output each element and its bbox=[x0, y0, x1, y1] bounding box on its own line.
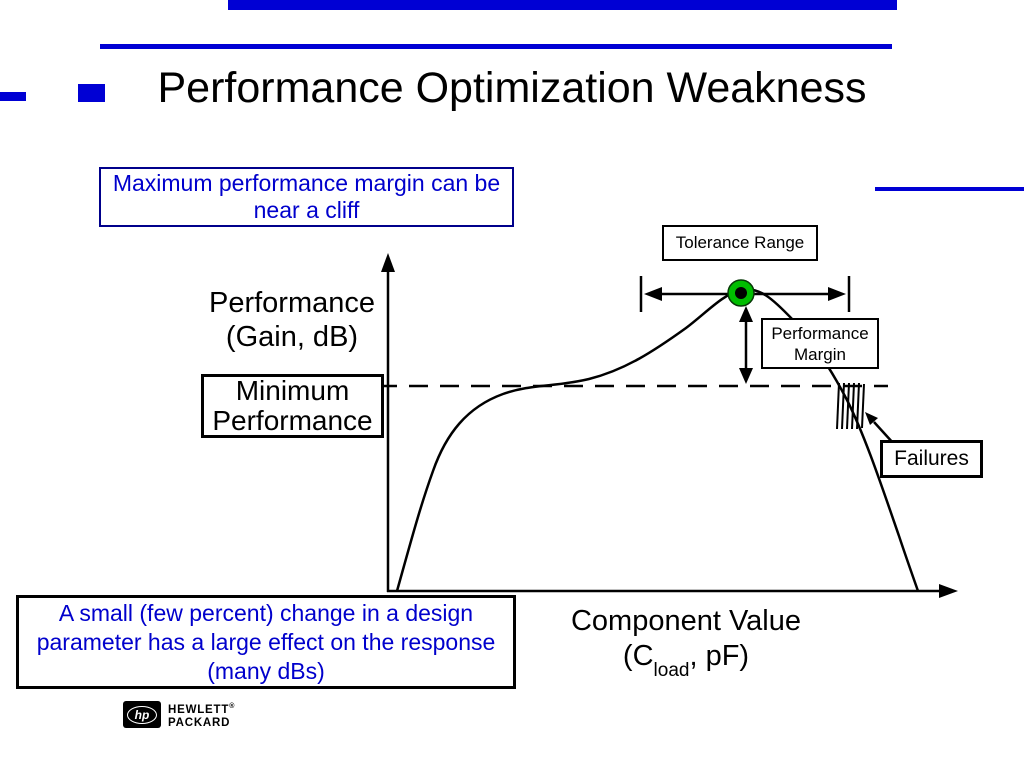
right-accent-line bbox=[875, 187, 1024, 191]
hp-name-packard: PACKARD bbox=[168, 716, 231, 729]
y-axis-label: Performance (Gain, dB) bbox=[198, 286, 386, 354]
design-sensitivity-callout: A small (few percent) change in a design… bbox=[16, 595, 516, 689]
callout-line: (many dBs) bbox=[207, 657, 325, 684]
performance-curve bbox=[395, 288, 920, 592]
margin-arrowhead-bottom bbox=[739, 368, 753, 384]
x-axis-arrowhead bbox=[939, 584, 958, 598]
y-axis-label-line2: (Gain, dB) bbox=[225, 321, 359, 353]
tolerance-arrowhead-left bbox=[644, 287, 662, 301]
x-axis-label: Component Value (Cload, pF) bbox=[550, 604, 822, 684]
callout-line: near a cliff bbox=[253, 197, 360, 223]
performance-margin-line1: Performance bbox=[771, 323, 869, 343]
registered-trademark-mark: ® bbox=[229, 703, 235, 710]
optimum-point-inner bbox=[735, 287, 747, 299]
hp-name-line1: HEWLETT® bbox=[168, 700, 234, 717]
slide-title: Performance Optimization Weakness bbox=[157, 64, 867, 112]
failures-label: Failures bbox=[894, 447, 969, 470]
tolerance-range-label: Tolerance Range bbox=[675, 233, 805, 252]
left-accent-dash bbox=[0, 92, 26, 101]
callout-line: A small (few percent) change in a design bbox=[58, 599, 474, 626]
performance-margin-arrow bbox=[739, 306, 753, 384]
y-axis-arrowhead bbox=[381, 253, 395, 272]
tolerance-arrowhead-right bbox=[828, 287, 846, 301]
hp-logo-icon: hp bbox=[123, 701, 161, 729]
callout-line: Maximum performance margin can be bbox=[112, 170, 501, 196]
hp-name-hewlett: HEWLETT bbox=[168, 703, 230, 716]
margin-arrowhead-top bbox=[739, 306, 753, 322]
top-accent-bar bbox=[228, 0, 897, 10]
left-accent-square bbox=[78, 84, 105, 102]
minimum-performance-line2: Performance bbox=[212, 405, 373, 436]
hp-logo-letters: hp bbox=[134, 707, 150, 722]
x-axis-label-line1: Component Value bbox=[570, 605, 801, 637]
x-axis-label-pre: (C bbox=[622, 640, 654, 672]
performance-margin-box: Performance Margin bbox=[761, 318, 879, 369]
max-margin-callout: Maximum performance margin can be near a… bbox=[99, 167, 514, 227]
minimum-performance-box: Minimum Performance bbox=[201, 374, 384, 438]
failures-arrowhead bbox=[865, 412, 878, 425]
hp-logo-oval: hp bbox=[127, 705, 157, 724]
callout-line: parameter has a large effect on the resp… bbox=[36, 628, 496, 655]
x-axis-label-line2: (Cload, pF) bbox=[550, 639, 822, 684]
minimum-performance-line1: Minimum bbox=[235, 375, 350, 406]
failures-box: Failures bbox=[880, 440, 983, 478]
x-axis-label-post: , pF) bbox=[689, 640, 750, 672]
performance-margin-line2: Margin bbox=[794, 344, 846, 364]
failure-hatch-marks bbox=[836, 382, 865, 430]
x-axis-label-subscript: load bbox=[653, 659, 690, 681]
hp-company-name: HEWLETT® PACKARD bbox=[168, 700, 234, 730]
hp-logo: hp HEWLETT® PACKARD bbox=[123, 700, 234, 730]
axes bbox=[381, 253, 958, 598]
title-underline bbox=[100, 44, 892, 49]
y-axis-label-line1: Performance bbox=[208, 287, 375, 319]
tolerance-range-box: Tolerance Range bbox=[662, 225, 818, 261]
optimum-point-marker bbox=[727, 279, 755, 307]
